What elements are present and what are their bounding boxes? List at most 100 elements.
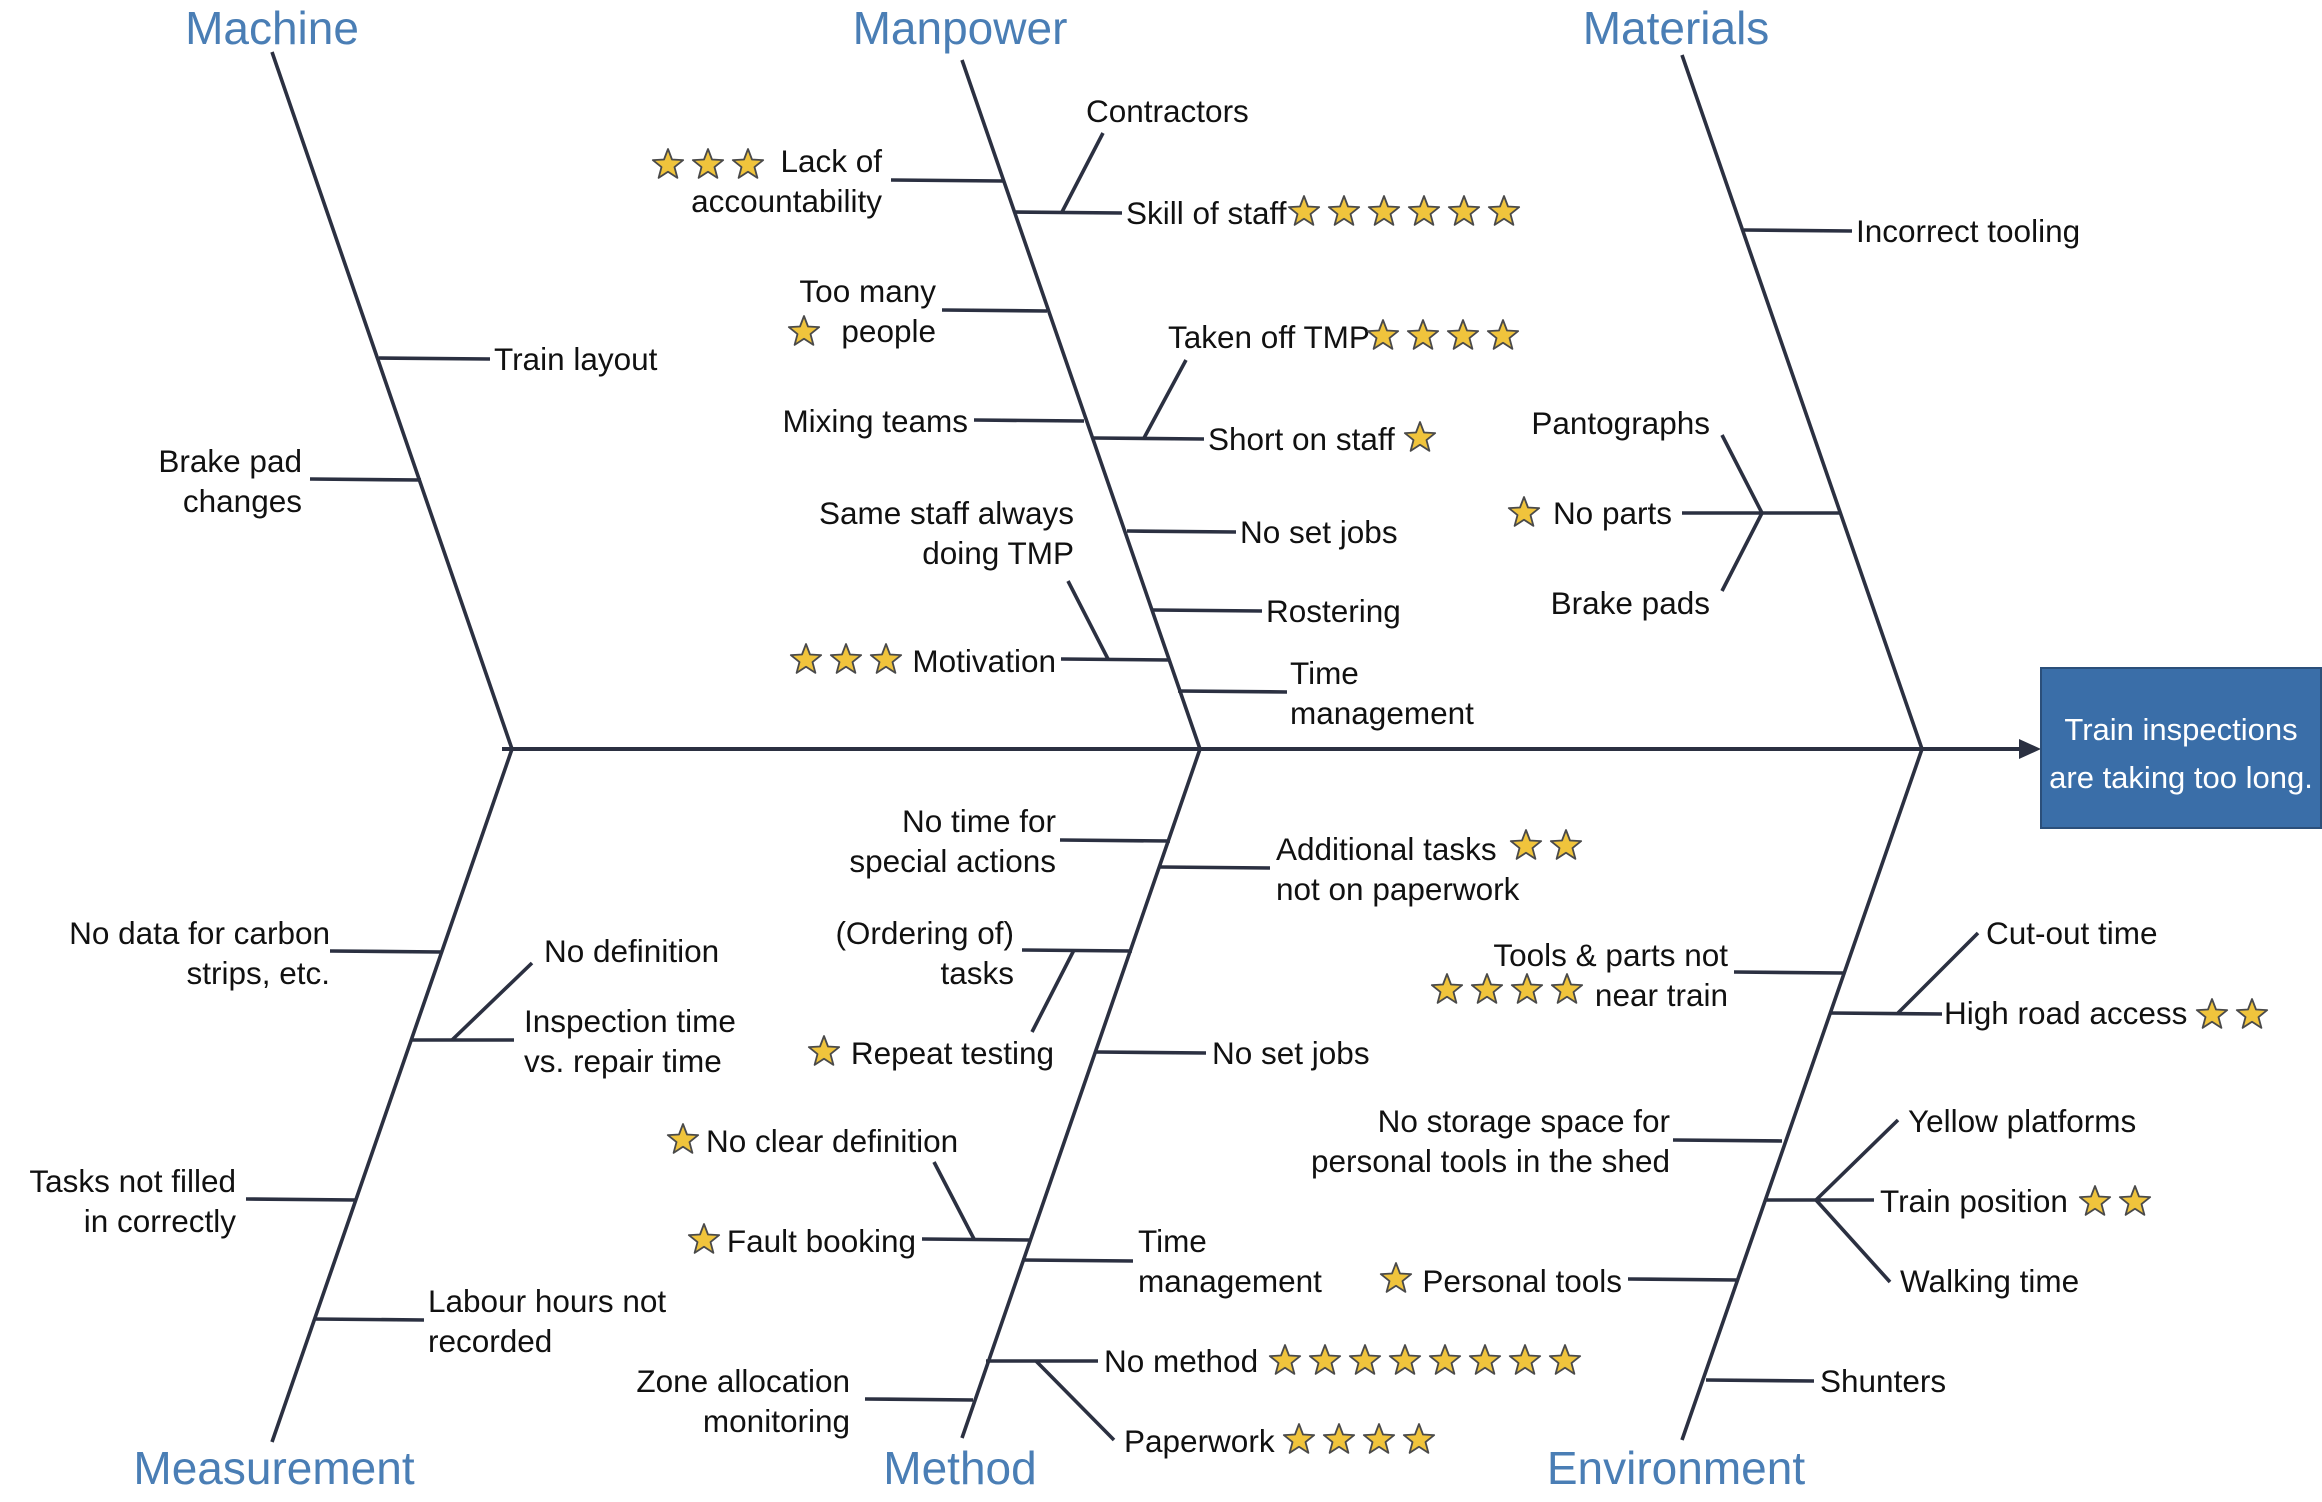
star-icon xyxy=(1548,1344,1582,1375)
cause-zone-allocation-1: Zone allocation xyxy=(636,1363,850,1399)
stars-repeat-testing xyxy=(807,1035,841,1066)
category-machine: Machine xyxy=(185,2,359,54)
cause-no-set-jobs-manpower: No set jobs xyxy=(1240,514,1398,550)
stars-too-many-people xyxy=(787,315,821,346)
star-icon xyxy=(1362,1423,1396,1454)
star-icon xyxy=(2235,998,2269,1029)
star-icon xyxy=(1379,1262,1413,1293)
cause-paperwork: Paperwork xyxy=(1124,1423,1275,1459)
stars-short-on-staff xyxy=(1403,421,1437,452)
cause-lack-of-accountability-1: Lack of xyxy=(780,143,882,179)
cause-tasks-not-filled-2: in correctly xyxy=(84,1203,237,1239)
cause-no-clear-definition: No clear definition xyxy=(706,1123,958,1159)
cause-skill-of-staff: Skill of staff xyxy=(1126,195,1287,231)
star-icon xyxy=(1403,421,1437,452)
stars-lack-of-accountability xyxy=(651,148,765,179)
star-icon xyxy=(2078,1185,2112,1216)
stars-additional-tasks xyxy=(1509,829,1583,860)
cause-contractors: Contractors xyxy=(1086,93,1249,129)
branch-no-clear-definition xyxy=(932,1161,976,1240)
cause-zone-allocation-2: monitoring xyxy=(703,1403,850,1439)
branch-repeat-testing xyxy=(1030,949,1076,1033)
branch-taken-off-tmp xyxy=(1142,359,1188,439)
stars-train-position xyxy=(2078,1185,2152,1216)
cause-pantographs: Pantographs xyxy=(1531,405,1710,441)
bone-measurement xyxy=(270,748,514,1443)
star-icon xyxy=(1507,496,1541,527)
stars-personal-tools xyxy=(1379,1262,1413,1293)
cause-tools-parts-2: near train xyxy=(1595,977,1728,1013)
stars-no-method xyxy=(1268,1344,1582,1375)
star-icon xyxy=(1322,1423,1356,1454)
bone-manpower xyxy=(960,59,1202,750)
branch-paperwork xyxy=(1034,1359,1116,1442)
effect-line-2: are taking too long. xyxy=(2049,760,2313,795)
star-icon xyxy=(787,315,821,346)
branch-tasks-not-filled xyxy=(245,1197,357,1202)
effect-box: Train inspections are taking too long. xyxy=(2040,667,2322,829)
branch-no-data-carbon xyxy=(329,949,443,954)
star-icon xyxy=(1447,195,1481,226)
cause-brake-pad-changes-2: changes xyxy=(183,483,302,519)
star-icon xyxy=(1327,195,1361,226)
star-icon xyxy=(1446,319,1480,350)
category-measurement: Measurement xyxy=(133,1442,414,1494)
cause-tasks-not-filled-1: Tasks not filled xyxy=(29,1163,236,1199)
cause-time-management-manpower-2: management xyxy=(1290,695,1474,731)
branch-personal-tools xyxy=(1627,1277,1739,1282)
branch-no-definition xyxy=(450,961,534,1042)
branch-no-set-jobs-method xyxy=(1095,1050,1207,1055)
branch-walking-time xyxy=(1814,1198,1892,1284)
cause-short-on-staff: Short on staff xyxy=(1208,421,1395,457)
cause-fault-booking: Fault booking xyxy=(727,1223,916,1259)
stars-no-clear-definition xyxy=(666,1123,700,1154)
cause-too-many-people-2: people xyxy=(841,313,936,349)
stars-tools-parts xyxy=(1430,973,1584,1004)
branch-lack-of-accountability xyxy=(890,178,1004,183)
cause-time-management-method-1: Time xyxy=(1138,1223,1207,1259)
star-icon xyxy=(807,1035,841,1066)
branch-time-management-manpower xyxy=(1177,689,1288,694)
branch-same-staff xyxy=(1066,580,1110,660)
cause-inspection-time-2: vs. repair time xyxy=(524,1043,722,1079)
branch-short-on-staff xyxy=(1092,436,1205,441)
branch-rostering xyxy=(1152,608,1263,613)
branch-no-set-jobs-manpower xyxy=(1126,529,1237,534)
cause-no-definition: No definition xyxy=(544,933,719,969)
cause-incorrect-tooling: Incorrect tooling xyxy=(1856,213,2080,249)
branch-cut-out-time xyxy=(1896,931,1980,1015)
cause-no-time-special-2: special actions xyxy=(849,843,1056,879)
cause-no-time-special-1: No time for xyxy=(902,803,1056,839)
star-icon xyxy=(1406,319,1440,350)
star-icon xyxy=(1308,1344,1342,1375)
cause-no-method: No method xyxy=(1104,1343,1258,1379)
cause-taken-off-tmp: Taken off TMP xyxy=(1168,319,1370,355)
cause-additional-tasks-2: not on paperwork xyxy=(1276,871,1520,907)
cause-shunters: Shunters xyxy=(1820,1363,1946,1399)
stars-taken-off-tmp xyxy=(1366,319,1520,350)
branch-incorrect-tooling xyxy=(1743,228,1853,233)
branch-fault-booking xyxy=(921,1237,1031,1242)
star-icon xyxy=(789,643,823,674)
stars-fault-booking xyxy=(687,1223,721,1254)
branch-labour-hours xyxy=(313,1317,425,1322)
cause-time-management-manpower-1: Time xyxy=(1290,655,1359,691)
star-icon xyxy=(731,148,765,179)
cause-walking-time: Walking time xyxy=(1900,1263,2079,1299)
branch-zone-allocation xyxy=(864,1397,974,1402)
branch-yellow-platforms xyxy=(1814,1118,1900,1202)
branch-contractors xyxy=(1060,132,1105,213)
spine-arrowhead xyxy=(2019,739,2041,759)
star-icon xyxy=(2118,1185,2152,1216)
star-icon xyxy=(2195,998,2229,1029)
stars-paperwork xyxy=(1282,1423,1436,1454)
cause-too-many-people-1: Too many xyxy=(799,273,936,309)
star-icon xyxy=(1407,195,1441,226)
bone-environment xyxy=(1680,748,1924,1441)
cause-personal-tools: Personal tools xyxy=(1422,1263,1622,1299)
star-icon xyxy=(666,1123,700,1154)
star-icon xyxy=(1282,1423,1316,1454)
star-icon xyxy=(1366,319,1400,350)
cause-no-data-carbon-2: strips, etc. xyxy=(186,955,330,991)
